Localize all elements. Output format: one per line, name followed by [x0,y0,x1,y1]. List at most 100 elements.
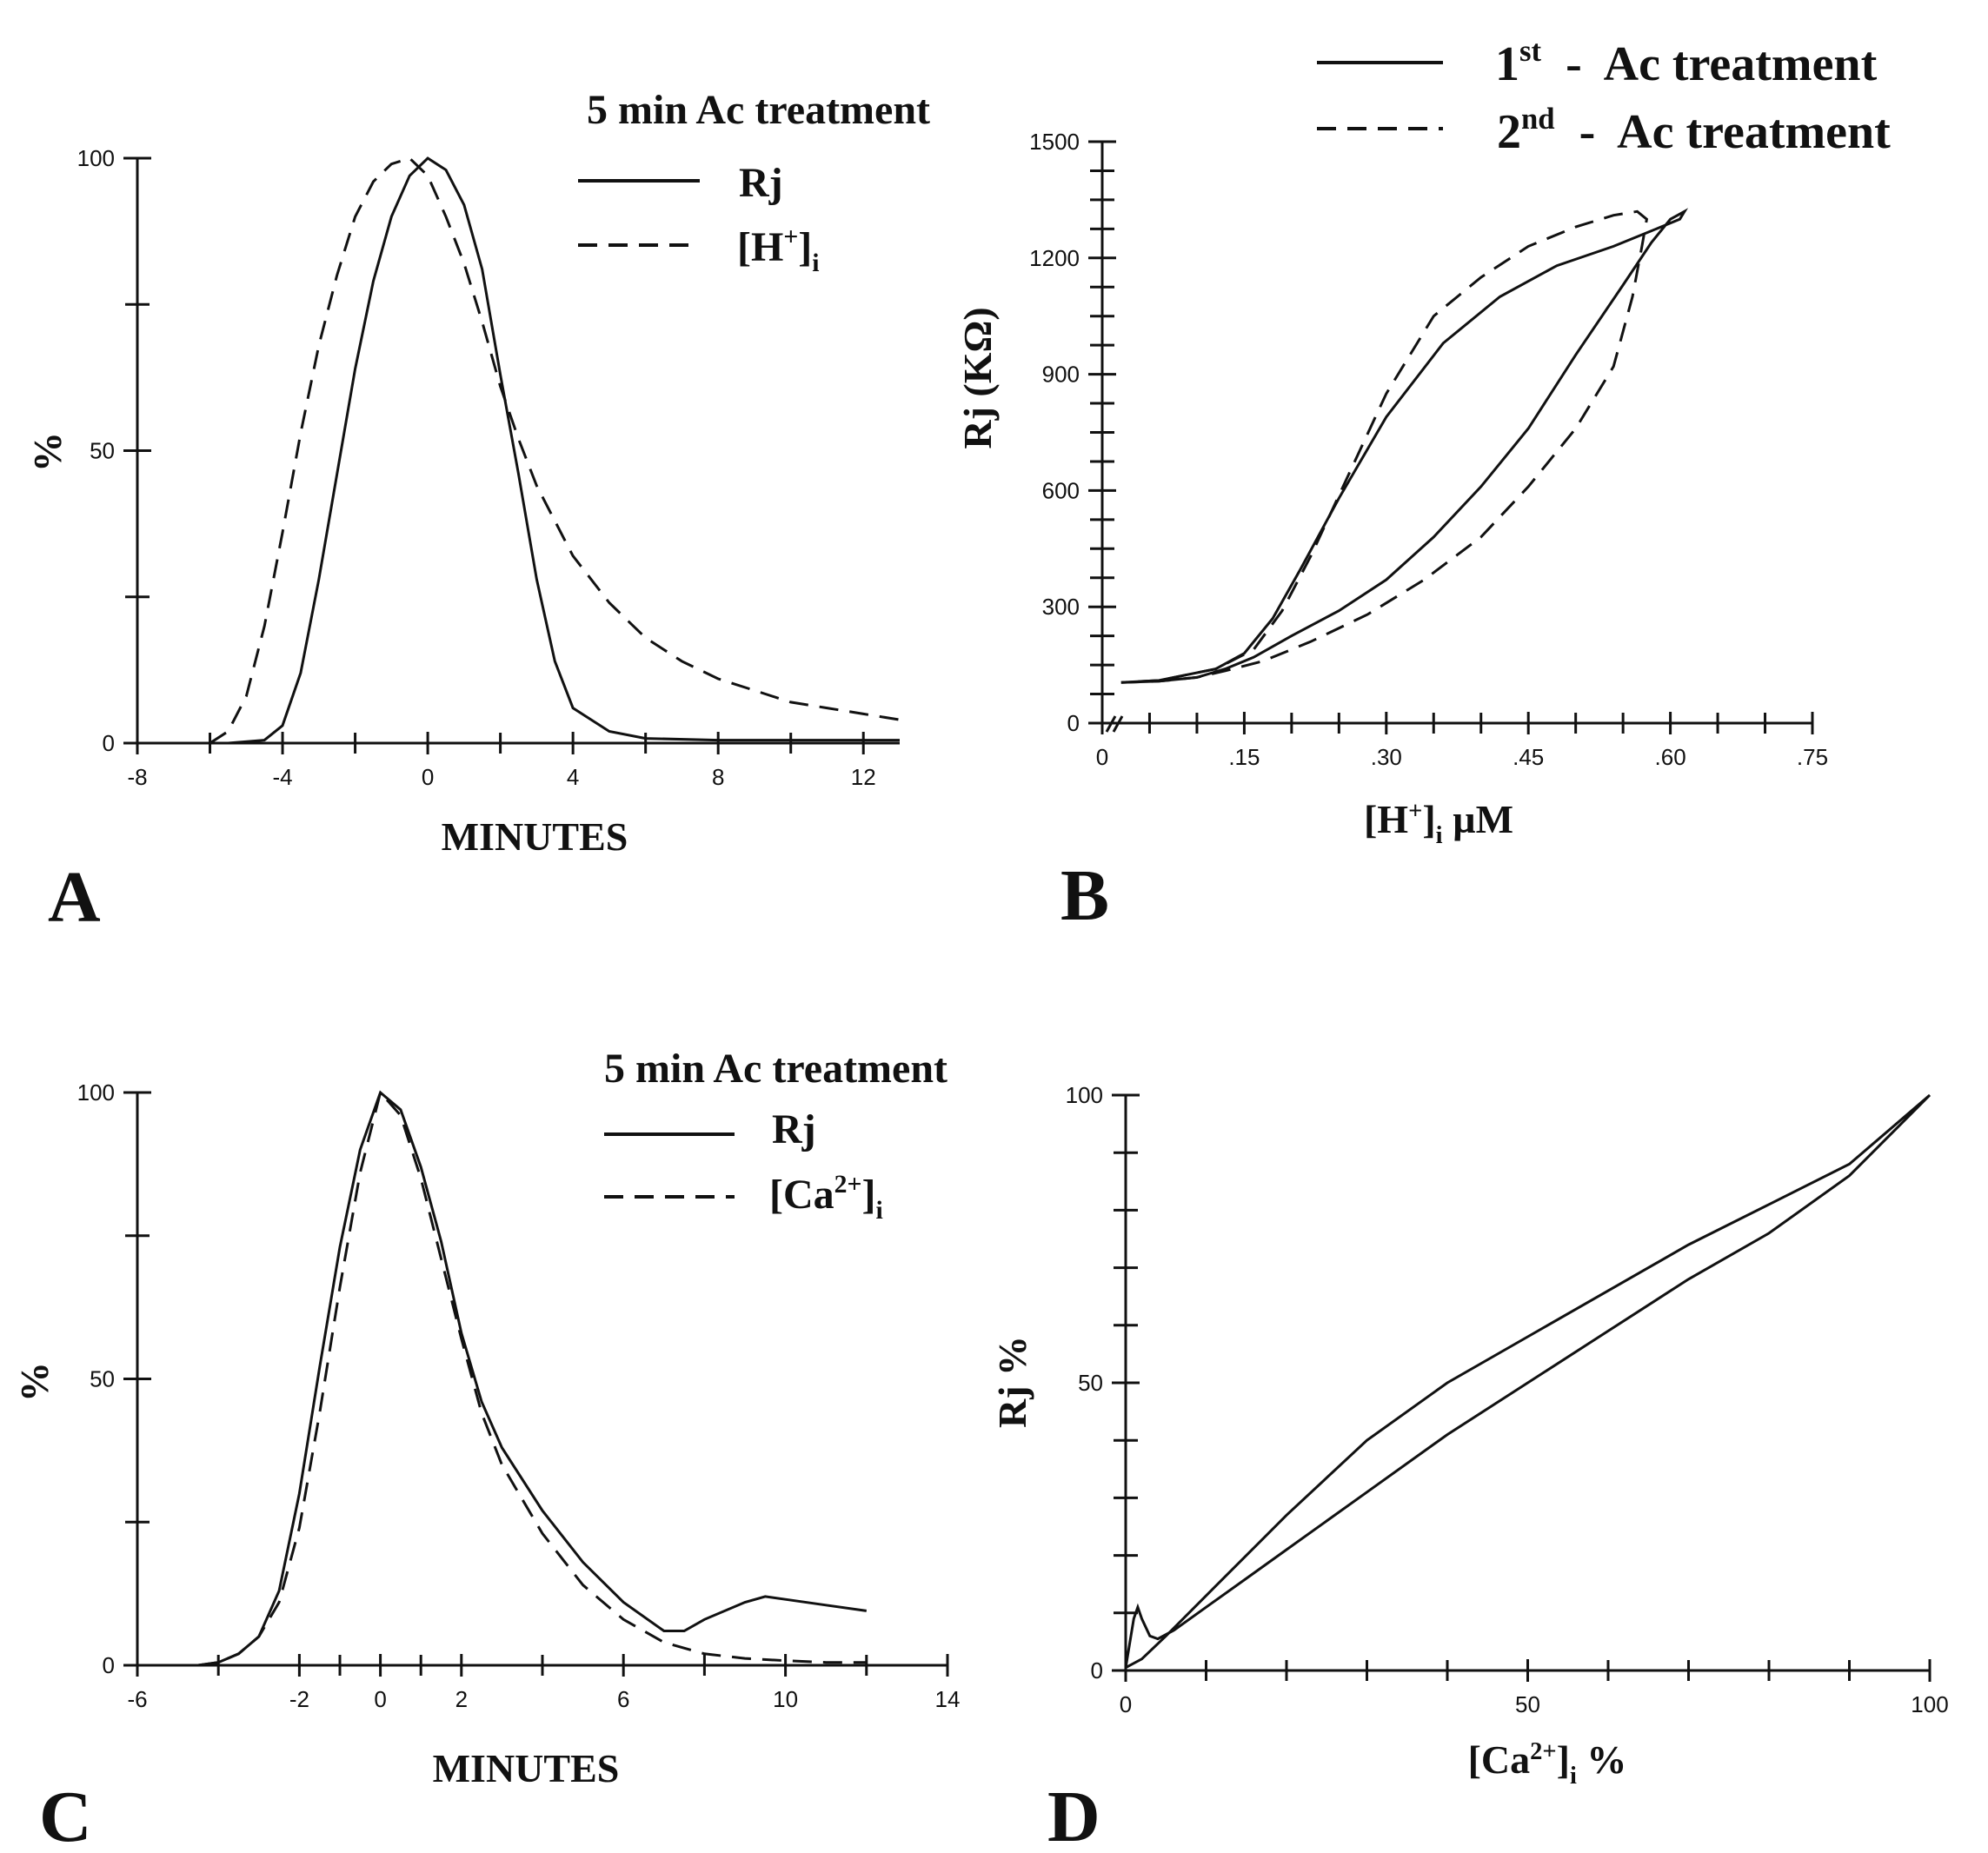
panel-b-legend-first-sup: st [1519,34,1542,68]
panel-b-legend-first-ord: 1 [1495,37,1519,91]
panel-c-x-tick-label: 0 [374,1686,386,1712]
panel-a-y-tick-label: 100 [77,145,115,171]
panel-a-x-tick-label: 4 [567,764,579,790]
panel-d-xlabel-sup: 2+ [1530,1738,1557,1765]
panel-a-legend-h: [H+]i [737,222,820,277]
panel-a-legend-title: 5 min Ac treatment [587,87,930,133]
panel-c-xlabel: MINUTES [433,1746,620,1790]
panel-b-x-tick-label: .30 [1371,744,1402,770]
panel-d-letter: D [1047,1777,1100,1853]
panel-c-legend-ca-close: ] [861,1172,875,1218]
panel-a-y-tick-label: 0 [103,730,115,756]
panel-b-y-tick-label: 1200 [1029,245,1080,271]
panel-b-ylabel: Rj (KΩ) [955,307,1000,448]
panel-c-series [197,1089,868,1667]
panel-b-x-tick-label: .75 [1797,744,1828,770]
panel-a-x-tick-label: -8 [127,764,147,790]
panel-b-xlabel-main: [H [1364,797,1408,841]
panel-b-xlabel-sub: i [1436,822,1443,849]
panel-c-x-tick-label: 14 [935,1686,961,1712]
panel-a: A 5 min Ac treatment Rj [H+]i MINUTES % … [25,87,930,938]
panel-d-x-tick-label: 100 [1911,1691,1948,1717]
panel-c-legend-ca-sup: 2+ [834,1170,862,1199]
panel-c-legend-rj: Rj [772,1106,816,1152]
panel-d-y-tick-label: 0 [1091,1657,1103,1684]
panel-a-legend-rj: Rj [739,160,783,206]
panel-b-x-tick-label: 0 [1096,744,1108,770]
panel-c-axes: 0 50 100 -6 -2 0 2 6 10 14 [77,1079,961,1712]
panel-b-legend-second: 2nd - Ac treatment [1497,102,1891,159]
panel-d-x-tick-label: 50 [1515,1691,1540,1717]
panel-c-series-solid-line [197,1090,868,1667]
panel-b-series-dashed-line [1120,209,1649,684]
panel-b-xlabel-sup: + [1408,798,1422,825]
panel-a-legend-h-main: [H [737,224,783,270]
panel-d-xlabel-main: [Ca [1468,1737,1531,1782]
panel-d-x-tick-label: 0 [1120,1691,1132,1717]
panel-c-y-tick-label: 50 [90,1366,115,1392]
panel-a-letter: A [48,857,101,938]
panel-c-x-tick-label: 10 [773,1686,798,1712]
panel-a-xlabel: MINUTES [442,814,628,859]
panel-a-y-tick-label: 50 [90,438,115,464]
panel-d-series [1124,1093,1931,1670]
panel-d-xlabel-close: ] [1557,1737,1570,1782]
panel-a-ylabel: % [25,432,70,472]
panel-d-xlabel-unit: % [1577,1737,1627,1782]
panel-b-legend-second-sup: nd [1521,102,1555,136]
panel-d-series-solid-line [1124,1093,1931,1670]
panel-c: C 5 min Ac treatment Rj [Ca2+]i MINUTES … [12,1046,960,1853]
panel-b-x-tick-label: .15 [1228,744,1260,770]
panel-d-xlabel-sub: i [1570,1763,1577,1790]
panel-b-legend-second-rest: - Ac treatment [1555,105,1892,159]
panel-b-xlabel: [H+]i µM [1364,797,1513,849]
panel-b: B 1st - Ac treatment 2nd - Ac treatment … [955,34,1891,936]
panel-a-x-tick-label: -4 [272,764,292,790]
panel-b-xlabel-close: ] [1422,797,1435,841]
panel-a-x-tick-label: 0 [422,764,434,790]
panel-d-xlabel: [Ca2+]i % [1468,1737,1627,1790]
panel-d-y-tick-label: 100 [1066,1082,1103,1108]
panel-b-y-tick-label: 900 [1042,362,1080,388]
panel-c-legend-ca: [Ca2+]i [769,1170,883,1225]
panel-b-legend-second-ord: 2 [1497,105,1521,159]
panel-b-axes: 0 300 600 900 1200 1500 0 .15 .30 .45 .60 .75 [1029,129,1828,770]
panel-a-legend-h-sup: + [783,222,798,251]
panel-d-axes: 0 50 100 0 50 100 [1066,1082,1949,1717]
panel-c-y-tick-label: 100 [77,1079,115,1106]
panel-a-legend-h-close: ] [798,224,812,270]
panel-c-x-tick-label: -2 [289,1686,309,1712]
panel-b-letter: B [1060,855,1109,936]
panel-a-legend-h-sub: i [812,249,819,277]
panel-b-legend-first-rest: - Ac treatment [1541,37,1878,91]
panel-c-y-tick-label: 0 [103,1652,115,1678]
panel-a-x-tick-label: 12 [851,764,876,790]
panel-c-legend-ca-main: [Ca [769,1172,834,1218]
panel-b-y-tick-label: 300 [1042,594,1080,620]
panel-d-y-tick-label: 50 [1078,1370,1103,1396]
panel-a-x-tick-label: 8 [712,764,724,790]
panel-a-series-solid-line [228,156,900,745]
panel-c-x-tick-label: 2 [455,1686,468,1712]
panel-c-series-dashed-line [197,1089,867,1667]
panel-a-series [209,156,901,745]
panel-c-letter: C [39,1777,92,1853]
panel-b-x-tick-label: .45 [1513,744,1544,770]
panel-c-legend-title: 5 min Ac treatment [604,1046,947,1092]
panel-b-series [1120,208,1689,684]
panel-d: D [Ca2+]i % Rj % 0 50 100 0 50 100 [990,1082,1949,1853]
panel-c-ylabel: % [12,1362,57,1402]
panel-c-legend-ca-sub: i [875,1196,882,1225]
panel-c-x-tick-label: -6 [127,1686,147,1712]
panel-b-y-tick-label: 1500 [1029,129,1080,155]
panel-b-x-tick-label: .60 [1655,744,1686,770]
panel-c-x-tick-label: 6 [617,1686,629,1712]
panel-b-series-solid-line [1120,208,1689,684]
panel-b-y-tick-label: 0 [1067,710,1080,736]
panel-a-axes: 0 50 100 -8 -4 0 4 8 12 [77,145,900,790]
panel-b-xlabel-unit: µM [1443,797,1513,841]
panel-b-legend-first: 1st - Ac treatment [1495,34,1878,91]
panel-d-ylabel: Rj % [990,1336,1034,1428]
panel-b-y-tick-label: 600 [1042,477,1080,503]
